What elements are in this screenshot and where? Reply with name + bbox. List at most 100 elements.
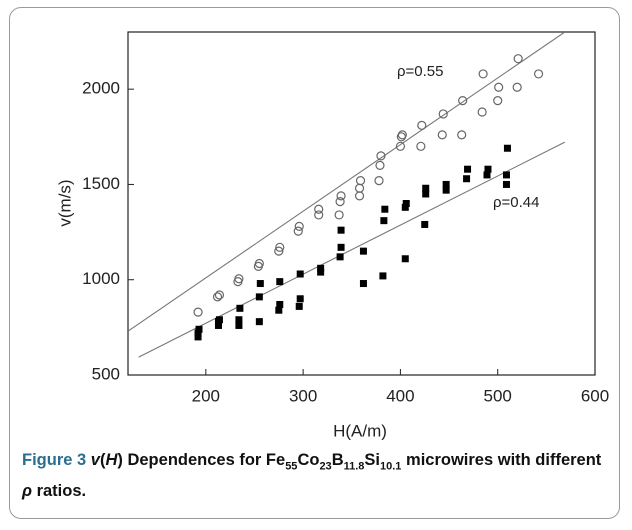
point xyxy=(512,82,522,92)
caption: Figure 3 v(H) Dependences for Fe55Co23B1… xyxy=(22,448,602,504)
point xyxy=(294,221,304,231)
point xyxy=(235,316,243,324)
point xyxy=(533,69,544,79)
point xyxy=(337,226,345,234)
point xyxy=(401,203,409,211)
point xyxy=(255,318,263,326)
point xyxy=(275,306,283,314)
x-axis-label: H(A/m) xyxy=(333,421,387,440)
point xyxy=(359,280,367,288)
point xyxy=(215,316,223,324)
point xyxy=(254,258,264,269)
point xyxy=(463,175,471,183)
point xyxy=(416,141,426,151)
point xyxy=(336,253,344,261)
point xyxy=(274,246,284,256)
point xyxy=(359,247,367,255)
series-label: ρ=0.44 xyxy=(493,194,540,211)
point xyxy=(422,184,430,192)
point xyxy=(503,144,511,152)
point xyxy=(317,264,325,272)
x-tick-label: 400 xyxy=(386,386,414,405)
caption-text: ) Dependences for Fe xyxy=(117,451,286,469)
point xyxy=(421,220,429,228)
point xyxy=(296,270,304,278)
point xyxy=(477,107,487,117)
point xyxy=(379,272,387,280)
caption-text: ratios. xyxy=(32,482,87,501)
chart: v(m/s) H(A/m) 200 300 400 500 600 500 1000 1500… xyxy=(55,31,609,440)
point xyxy=(458,95,468,106)
point xyxy=(464,165,472,173)
point xyxy=(317,268,325,276)
point xyxy=(275,242,285,252)
point xyxy=(234,274,244,284)
caption-subscript: 10.1 xyxy=(380,460,402,473)
caption-text: B xyxy=(331,451,344,469)
point xyxy=(256,280,264,288)
caption-label: Figure 3 xyxy=(22,451,87,469)
point xyxy=(484,165,492,173)
plot-frame xyxy=(127,31,596,376)
point xyxy=(513,54,523,64)
point xyxy=(438,109,448,119)
point xyxy=(381,205,389,213)
y-tick-label: 1000 xyxy=(82,269,120,288)
point xyxy=(296,295,304,303)
point xyxy=(376,151,386,161)
point xyxy=(494,82,504,92)
fit-line xyxy=(138,141,566,358)
point xyxy=(422,190,430,198)
caption-text: microwires with different xyxy=(401,451,602,469)
point xyxy=(483,171,491,179)
point xyxy=(375,160,385,170)
point xyxy=(402,200,410,207)
point xyxy=(293,226,303,236)
point xyxy=(276,278,284,286)
point xyxy=(401,255,409,263)
y-tick-label: 1500 xyxy=(82,174,120,193)
point xyxy=(493,95,503,106)
point xyxy=(214,290,225,300)
caption-subscript: 11.8 xyxy=(343,460,365,473)
series-label: ρ=0.55 xyxy=(397,63,444,80)
point xyxy=(335,196,345,207)
point xyxy=(314,210,324,220)
y-tick-label: 2000 xyxy=(82,79,120,98)
point xyxy=(395,141,406,151)
point xyxy=(355,176,366,186)
point xyxy=(417,120,427,130)
caption-text: v xyxy=(90,451,100,469)
caption-text: ρ xyxy=(22,482,32,501)
caption-text: Co xyxy=(297,451,320,469)
fit-line xyxy=(128,32,566,332)
caption-text: ( xyxy=(99,451,106,469)
point xyxy=(334,210,344,220)
point xyxy=(442,186,450,194)
point xyxy=(193,307,203,317)
point xyxy=(276,300,284,308)
x-tick-label: 600 xyxy=(581,386,609,405)
point xyxy=(457,130,467,140)
y-tick-label: 500 xyxy=(92,364,120,383)
point xyxy=(295,302,303,310)
point xyxy=(314,204,324,214)
point xyxy=(195,325,203,333)
caption-subscript: 55 xyxy=(285,460,298,473)
caption-text: Si xyxy=(364,451,381,469)
x-tick-label: 200 xyxy=(192,386,220,405)
point xyxy=(354,191,365,201)
point xyxy=(502,180,510,188)
x-tick-label: 500 xyxy=(484,386,512,405)
point xyxy=(380,217,388,225)
y-axis-label: v(m/s) xyxy=(55,179,74,226)
point xyxy=(374,176,384,186)
point xyxy=(354,183,365,193)
point xyxy=(336,191,346,201)
figure-card xyxy=(9,7,620,519)
caption-text: H xyxy=(105,451,118,469)
point xyxy=(236,304,244,312)
point xyxy=(502,171,510,179)
point xyxy=(442,180,450,188)
